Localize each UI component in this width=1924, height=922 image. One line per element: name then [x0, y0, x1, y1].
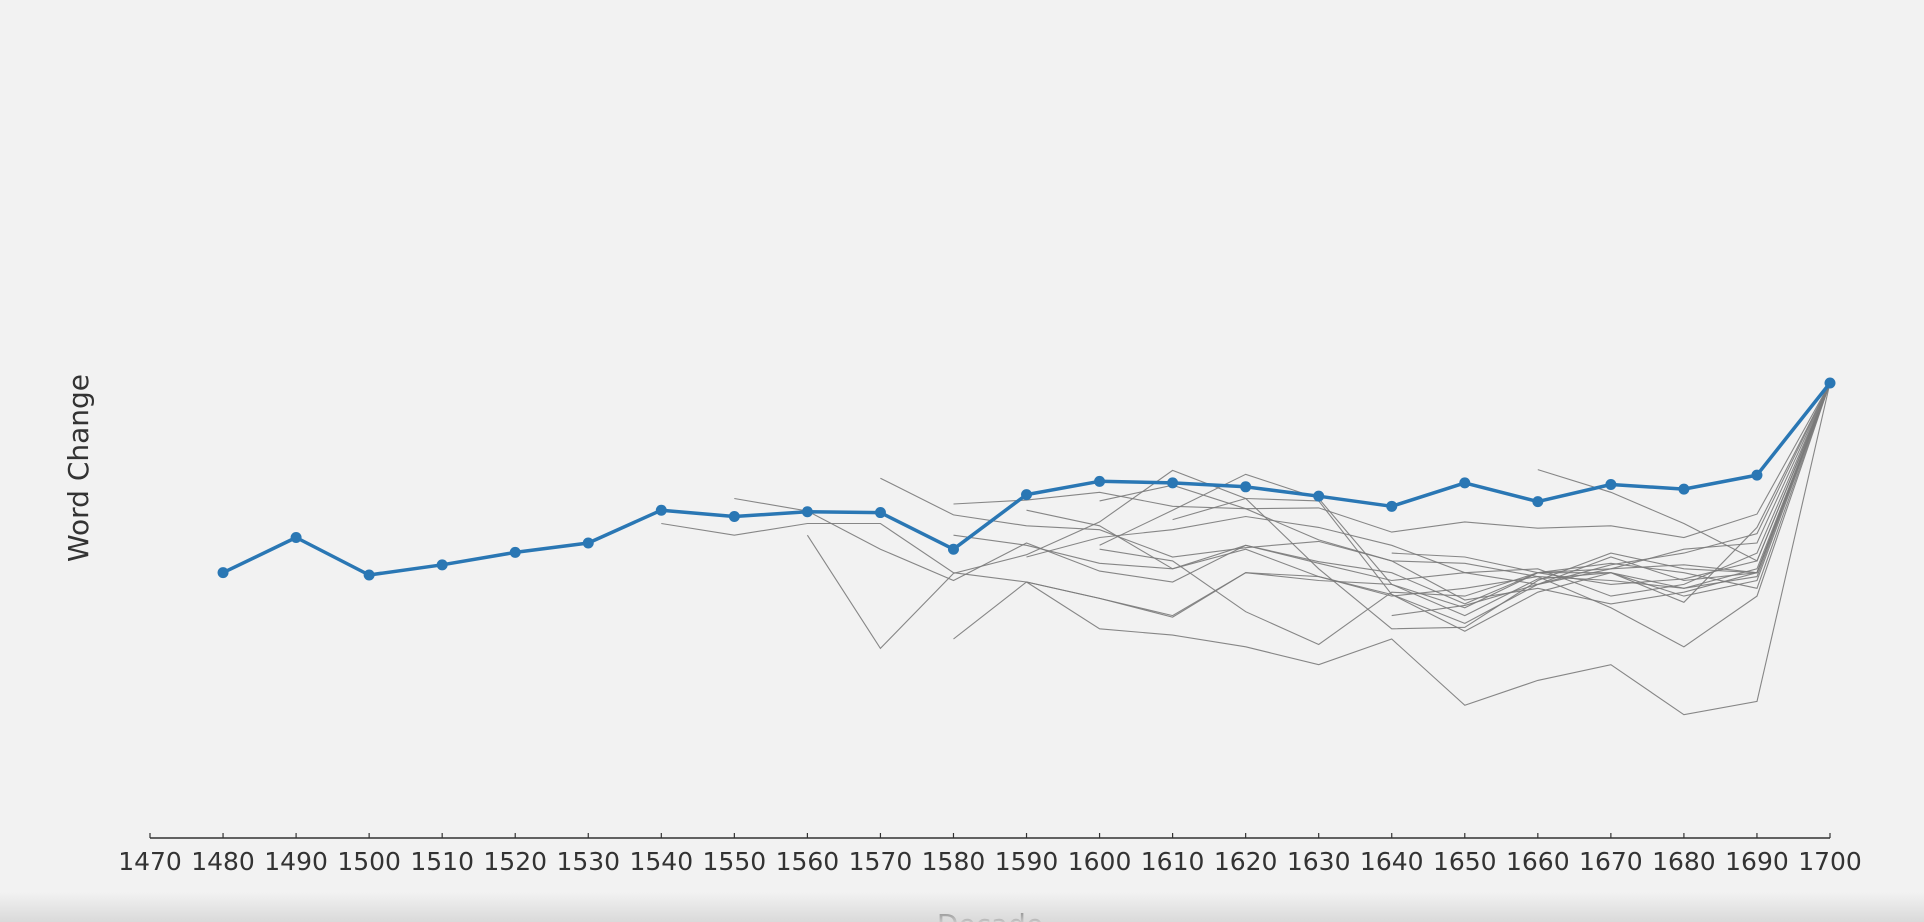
- x-tick-label: 1520: [483, 847, 547, 876]
- x-tick-label: 1650: [1433, 847, 1497, 876]
- highlighted-series-point: [1824, 377, 1836, 389]
- x-tick-label: 1540: [629, 847, 693, 876]
- highlighted-series-point: [1678, 483, 1690, 495]
- highlighted-series-point: [1240, 481, 1252, 493]
- x-tick-label: 1680: [1652, 847, 1716, 876]
- x-tick-label: 1610: [1141, 847, 1205, 876]
- highlighted-series-point: [363, 569, 375, 581]
- highlighted-series-point: [509, 546, 521, 558]
- x-tick-label: 1470: [118, 847, 182, 876]
- highlighted-series-group: [217, 377, 1836, 581]
- highlighted-series-point: [1167, 477, 1179, 489]
- background-series-line: [953, 382, 1831, 597]
- background-series-line: [880, 382, 1831, 605]
- x-tick-label: 1570: [849, 847, 913, 876]
- background-series-line: [1099, 382, 1831, 646]
- highlighted-series-point: [655, 504, 667, 516]
- highlighted-series-point: [1094, 475, 1106, 487]
- x-tick-label: 1700: [1798, 847, 1862, 876]
- x-tick-label: 1640: [1360, 847, 1424, 876]
- background-series-group: [661, 382, 1831, 716]
- background-series-line: [1172, 382, 1831, 632]
- highlighted-series-point: [436, 559, 448, 571]
- background-series-line: [1026, 382, 1831, 716]
- background-series-line: [1099, 382, 1831, 648]
- background-series-line: [1099, 382, 1831, 609]
- highlighted-series-point: [1751, 469, 1763, 481]
- x-tick-label: 1580: [922, 847, 986, 876]
- x-axis-ticks: 1470 1480 1490 1500 1510 1520 1530 1540 1550 1560…: [118, 833, 1862, 876]
- highlighted-series-point: [1605, 478, 1617, 490]
- background-series-line: [1391, 382, 1831, 574]
- highlighted-series-point: [947, 543, 959, 555]
- background-series-line: [1026, 382, 1831, 585]
- highlighted-series-point: [728, 510, 740, 522]
- highlighted-series-point: [1021, 489, 1033, 501]
- x-tick-label: 1620: [1214, 847, 1278, 876]
- x-tick-label: 1480: [191, 847, 255, 876]
- x-tick-label: 1550: [703, 847, 767, 876]
- background-series-line: [1026, 382, 1831, 597]
- x-tick-label: 1670: [1579, 847, 1643, 876]
- highlighted-series-point: [874, 507, 886, 519]
- highlighted-series-point: [1532, 496, 1544, 508]
- highlighted-series-point: [290, 532, 302, 544]
- x-tick-label: 1590: [995, 847, 1059, 876]
- x-axis: 1470 1480 1490 1500 1510 1520 1530 1540 1550 1560…: [118, 833, 1862, 876]
- x-tick-label: 1630: [1287, 847, 1351, 876]
- background-series-line: [734, 382, 1831, 605]
- highlighted-series-point: [217, 567, 229, 579]
- y-axis-title: Word Change: [62, 374, 95, 562]
- x-tick-label: 1510: [410, 847, 474, 876]
- x-tick-label: 1490: [264, 847, 328, 876]
- highlighted-series-point: [582, 537, 594, 549]
- highlighted-series-line: [222, 381, 1832, 577]
- x-tick-label: 1690: [1725, 847, 1789, 876]
- highlighted-series-point: [1459, 477, 1471, 489]
- background-series-line: [806, 382, 1831, 650]
- highlighted-series-point: [801, 506, 813, 518]
- x-tick-label: 1530: [556, 847, 620, 876]
- background-series-line: [953, 382, 1831, 539]
- highlighted-series-point: [1386, 500, 1398, 512]
- x-tick-label: 1600: [1068, 847, 1132, 876]
- x-tick-label: 1560: [776, 847, 840, 876]
- x-tick-label: 1660: [1506, 847, 1570, 876]
- x-tick-label: 1500: [337, 847, 401, 876]
- highlighted-series-point: [1313, 490, 1325, 502]
- x-axis-title: Decade: [937, 908, 1043, 922]
- background-series-line: [1537, 382, 1831, 562]
